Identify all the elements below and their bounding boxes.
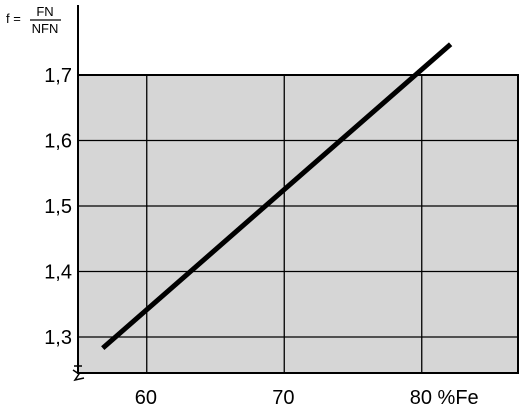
y-tick-label: 1,3 — [44, 327, 72, 349]
x-tick-labels: 60 70 80 %Fe — [135, 387, 479, 409]
shaded-region — [77, 74, 519, 374]
series — [101, 42, 453, 350]
y-tick-label: 1,6 — [44, 130, 72, 152]
y-tick-label: 1,4 — [44, 261, 72, 283]
plot-background — [77, 74, 519, 374]
grid — [78, 75, 518, 373]
x-tick-label: 70 — [272, 387, 294, 409]
y-label-numerator: FN — [36, 4, 53, 19]
axis-break-mark — [72, 365, 85, 382]
y-label-prefix: f = — [6, 11, 21, 26]
y-tick-label: 1,7 — [44, 65, 72, 87]
x-tick-label: 60 — [135, 387, 157, 409]
y-tick-label: 1,5 — [44, 196, 72, 218]
series-line — [101, 42, 453, 350]
x-tick-label: 80 %Fe — [410, 387, 479, 409]
axes — [72, 5, 518, 382]
y-label-denominator: NFN — [32, 21, 59, 36]
y-tick-labels: 1,3 1,4 1,5 1,6 1,7 — [44, 65, 72, 349]
y-axis-label: f = FN NFN — [6, 4, 61, 36]
